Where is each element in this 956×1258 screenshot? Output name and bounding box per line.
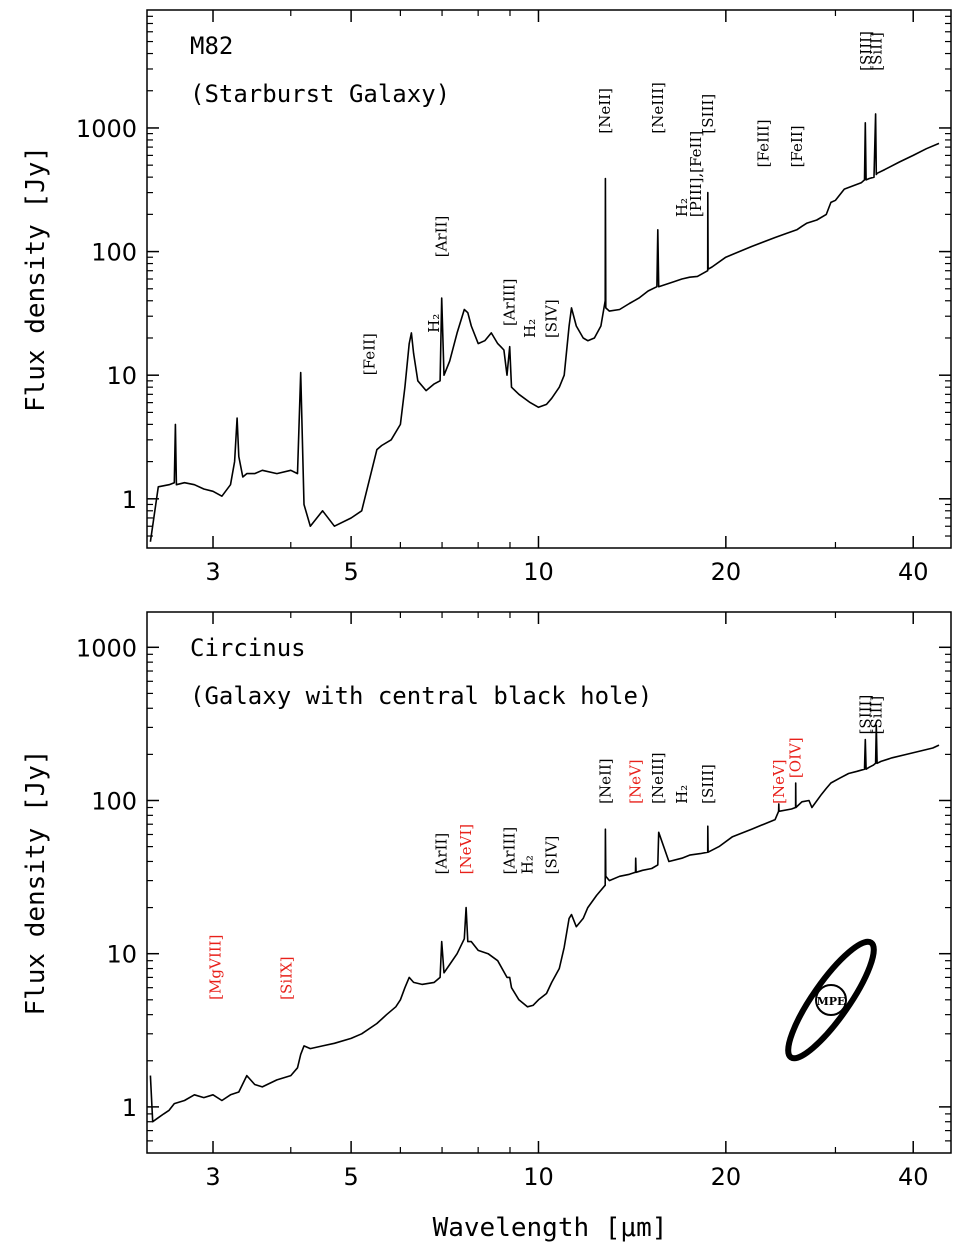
line-annotation: [SiII] <box>867 696 885 735</box>
y-tick-label: 1000 <box>76 634 137 662</box>
line-annotation: [NeII] <box>596 758 614 804</box>
line-annotation: [FeII] <box>360 333 378 375</box>
mpe-logo-text: MPE <box>817 995 846 1008</box>
panel-title: M82 <box>190 32 233 60</box>
mpe-logo-disc <box>815 984 847 1016</box>
mpe-logo: MPE <box>785 938 877 1062</box>
m82-panel: 3 5 10 20 40 1 10 100 1000 Flux density [Jy] M82 (S… <box>21 9 952 586</box>
x-tick-label: 20 <box>711 1163 742 1191</box>
spectrum-series-line <box>149 113 940 542</box>
y-tick-label: 1000 <box>76 115 137 143</box>
y-axis-title: Flux density [Jy] <box>21 749 51 1015</box>
y-axis-title: Flux density [Jy] <box>21 146 51 412</box>
line-annotation: [NeV] <box>770 759 788 804</box>
line-annotation: H₂ <box>518 855 536 874</box>
spectrum-series-line <box>149 724 940 1123</box>
line-annotation: [SIV] <box>543 299 561 338</box>
line-annotation: H₂ <box>521 319 539 338</box>
mpe-logo-ring <box>785 938 877 1062</box>
line-annotation: H₂ <box>673 198 691 217</box>
x-tick-label: 3 <box>205 558 220 586</box>
panel-subtitle: (Galaxy with central black hole) <box>190 682 652 710</box>
y-tick-label: 10 <box>106 362 137 390</box>
line-annotation: [SiIX] <box>278 956 296 999</box>
line-annotation: [NeIII] <box>649 752 667 803</box>
y-tick-label: 1 <box>122 486 137 514</box>
line-annotation: [SIII] <box>699 764 717 804</box>
panel-title: Circinus <box>190 634 306 662</box>
x-tick-label: 3 <box>205 1163 220 1191</box>
x-tick-label: 5 <box>343 1163 358 1191</box>
line-annotation: [NeII] <box>596 88 614 134</box>
y-tick-label: 1 <box>122 1094 137 1122</box>
line-annotation: [ArIII] <box>501 279 519 326</box>
y-tick-label: 100 <box>91 787 137 815</box>
x-tick-label: 20 <box>711 558 742 586</box>
line-annotation: [ArII] <box>433 833 451 875</box>
line-annotation: [OIV] <box>787 737 805 778</box>
x-tick-label: 10 <box>523 558 554 586</box>
x-axis-title: Wavelength [μm] <box>433 1213 668 1243</box>
panel-subtitle: (Starburst Galaxy) <box>190 80 450 108</box>
line-annotation: [SIII] <box>856 695 874 735</box>
line-annotation: [NeV] <box>627 759 645 804</box>
line-annotation: [NeIII] <box>649 82 667 133</box>
plot-frame <box>146 611 952 1154</box>
line-annotation: [FeIII] <box>755 119 773 167</box>
x-tick-label: 40 <box>898 558 929 586</box>
circinus-panel: 3 5 10 20 40 1 10 100 1000 Flux density [Jy] Circi… <box>21 611 952 1191</box>
line-annotation: [SIII] <box>699 94 717 134</box>
line-annotation: [SIV] <box>543 836 561 875</box>
line-annotation: [ArII] <box>433 216 451 258</box>
line-annotation: [NeVI] <box>457 824 475 874</box>
y-tick-label: 10 <box>106 941 137 969</box>
line-annotation: [ArIII] <box>501 827 519 874</box>
line-annotation: H₂ <box>673 785 691 804</box>
y-tick-label: 100 <box>91 239 137 267</box>
line-annotation: [SiII] <box>867 32 885 71</box>
line-annotation: [PIII],[FeII] <box>687 131 705 217</box>
x-tick-label: 40 <box>898 1163 929 1191</box>
line-annotation: [SIII] <box>857 31 875 71</box>
line-annotation: H₂ <box>425 314 443 333</box>
x-tick-label: 5 <box>343 558 358 586</box>
line-annotation: [MgVIII] <box>207 935 225 1000</box>
x-tick-label: 10 <box>523 1163 554 1191</box>
line-annotation: [FeII] <box>788 125 806 167</box>
